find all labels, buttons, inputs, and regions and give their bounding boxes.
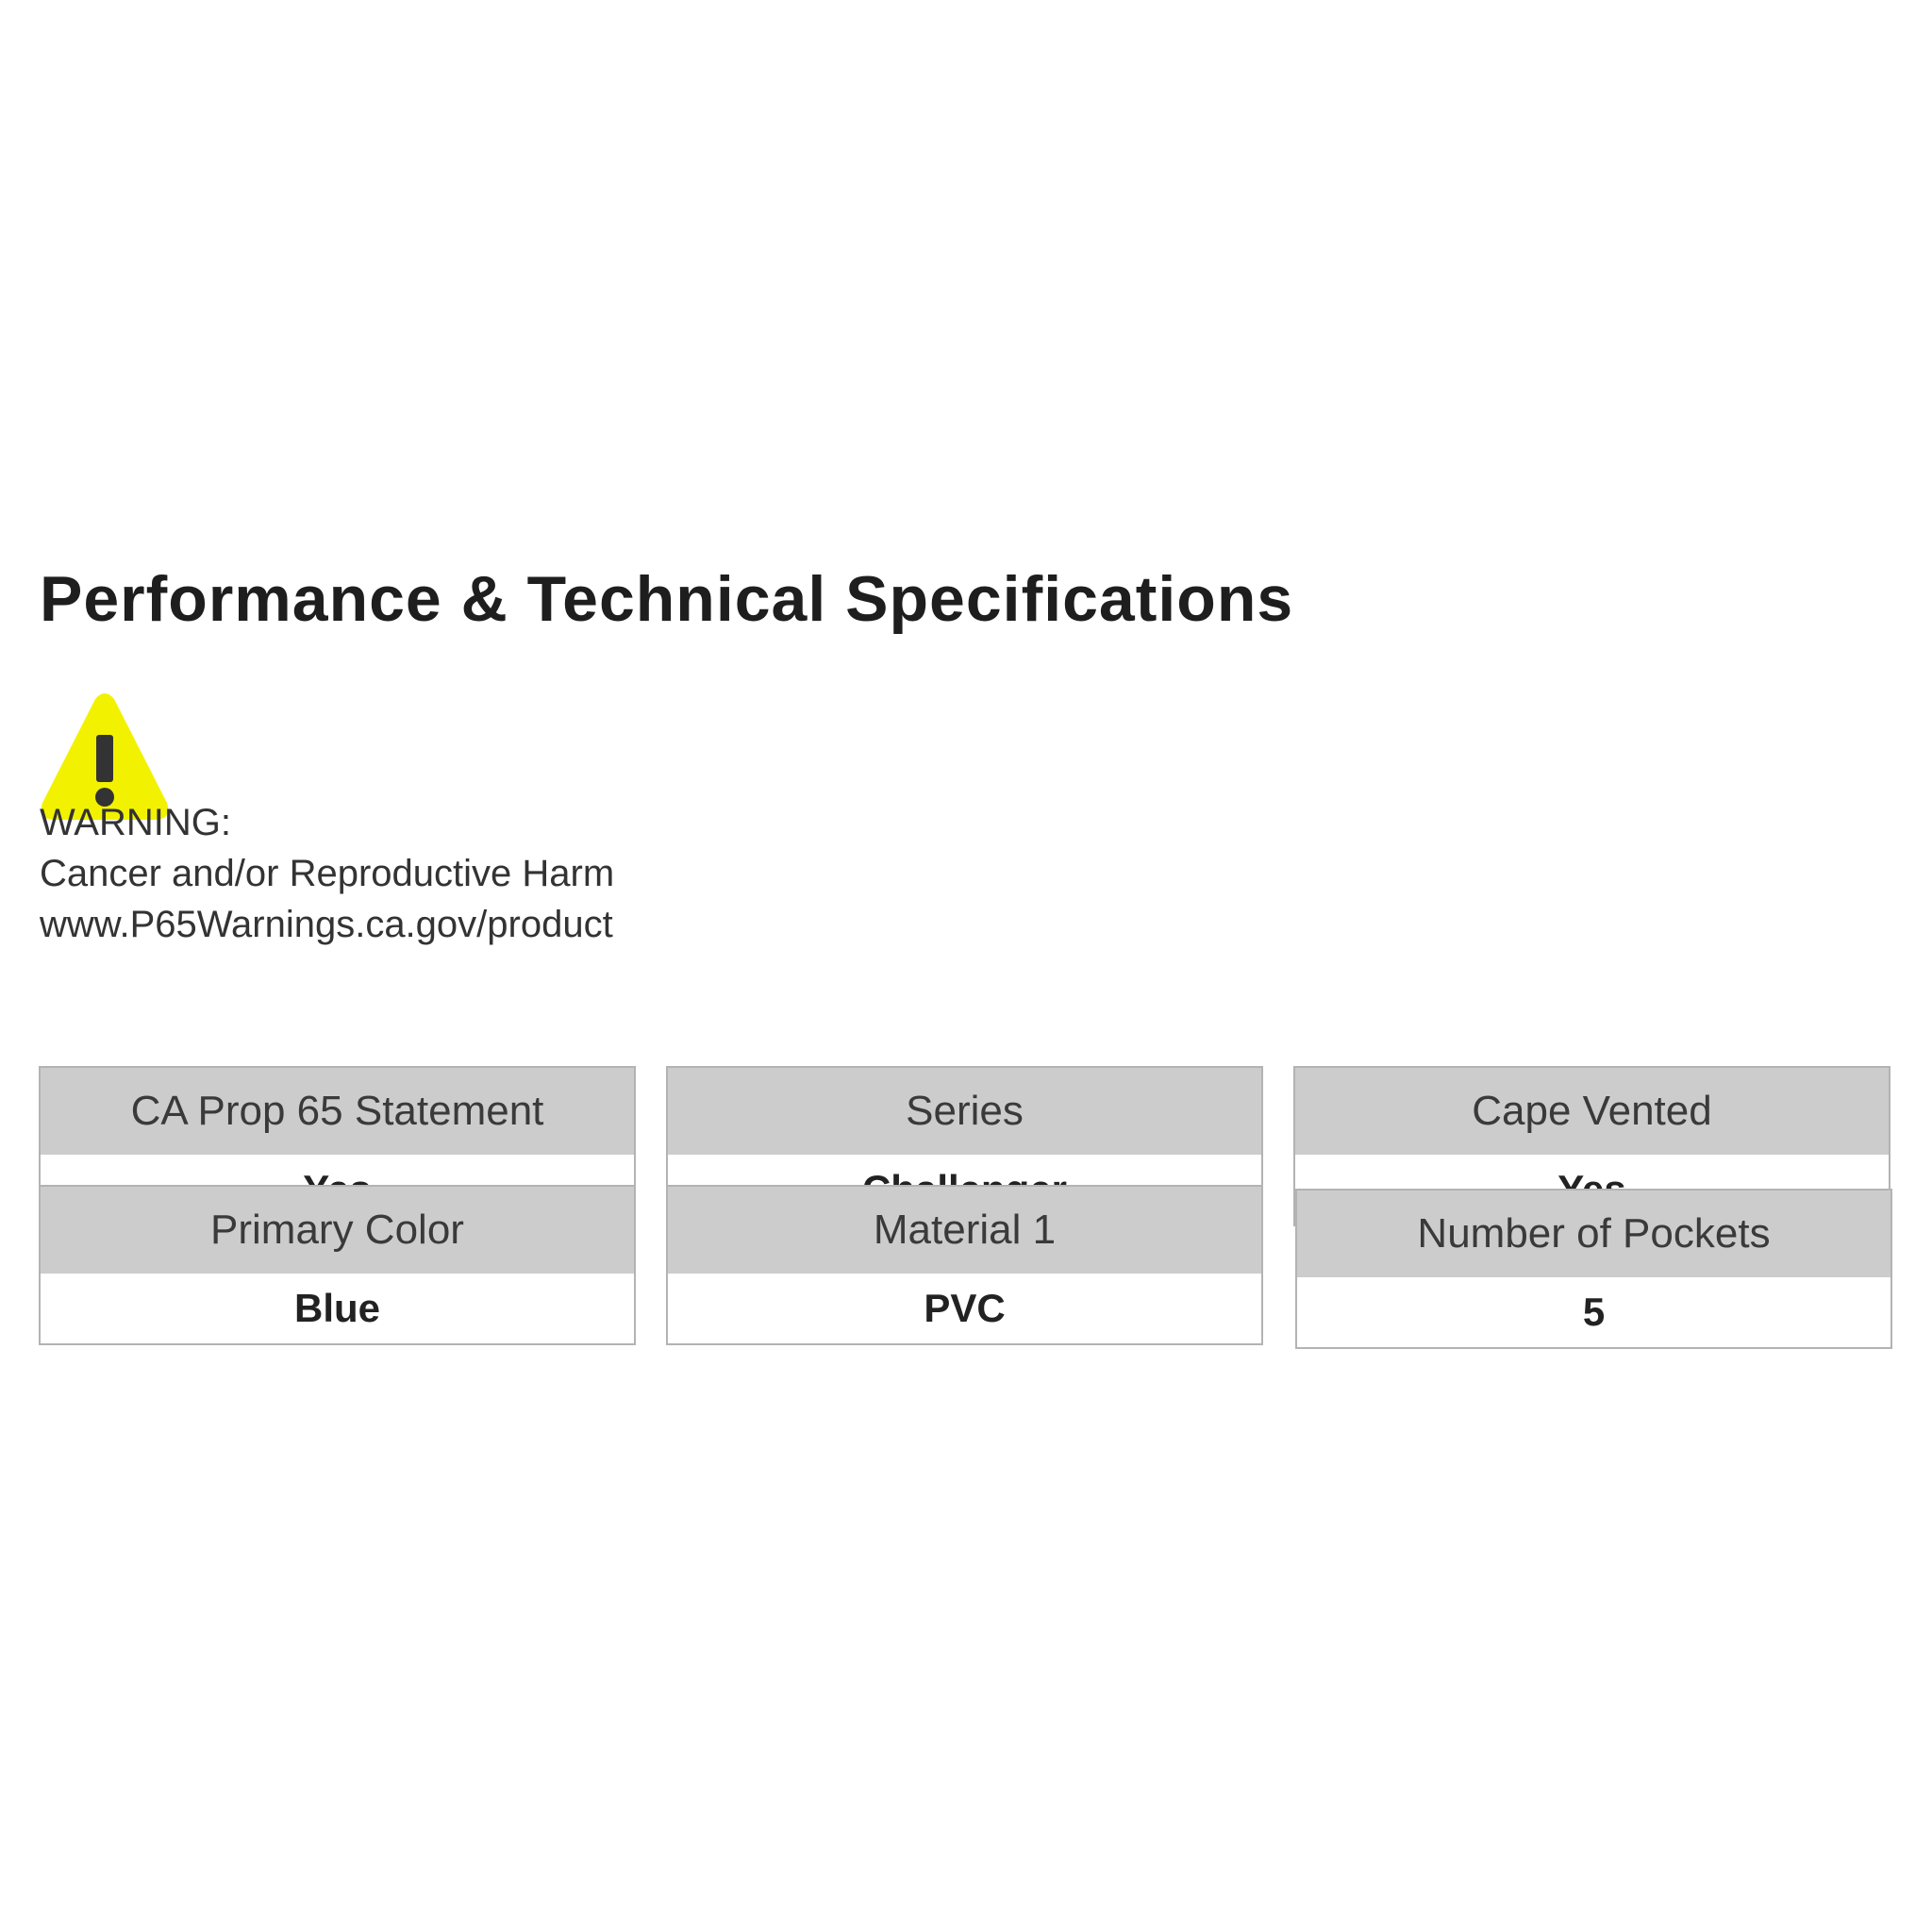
spec-card: Number of Pockets 5 <box>1295 1189 1892 1349</box>
warning-label: WARNING: <box>40 802 231 843</box>
warning-triangle-icon <box>41 693 169 820</box>
page-title: Performance & Technical Specifications <box>40 563 1294 635</box>
spec-label: Primary Color <box>41 1187 634 1274</box>
prop65-warning: WARNING: Cancer and/or Reproductive Harm… <box>40 797 614 950</box>
spec-card: Primary Color Blue <box>39 1185 636 1345</box>
spec-label: Material 1 <box>668 1187 1261 1274</box>
spec-value: PVC <box>924 1286 1006 1330</box>
spec-label: Cape Vented <box>1295 1068 1889 1155</box>
spec-label: CA Prop 65 Statement <box>41 1068 634 1155</box>
spec-value: 5 <box>1582 1290 1606 1334</box>
spec-card: Material 1 PVC <box>666 1185 1263 1345</box>
warning-link[interactable]: www.P65Warnings.ca.gov/product <box>40 904 613 945</box>
spec-value: Blue <box>293 1286 380 1330</box>
warning-message: Cancer and/or Reproductive Harm <box>40 853 615 894</box>
spec-label: Series <box>668 1068 1261 1155</box>
spec-label: Number of Pockets <box>1297 1191 1890 1277</box>
